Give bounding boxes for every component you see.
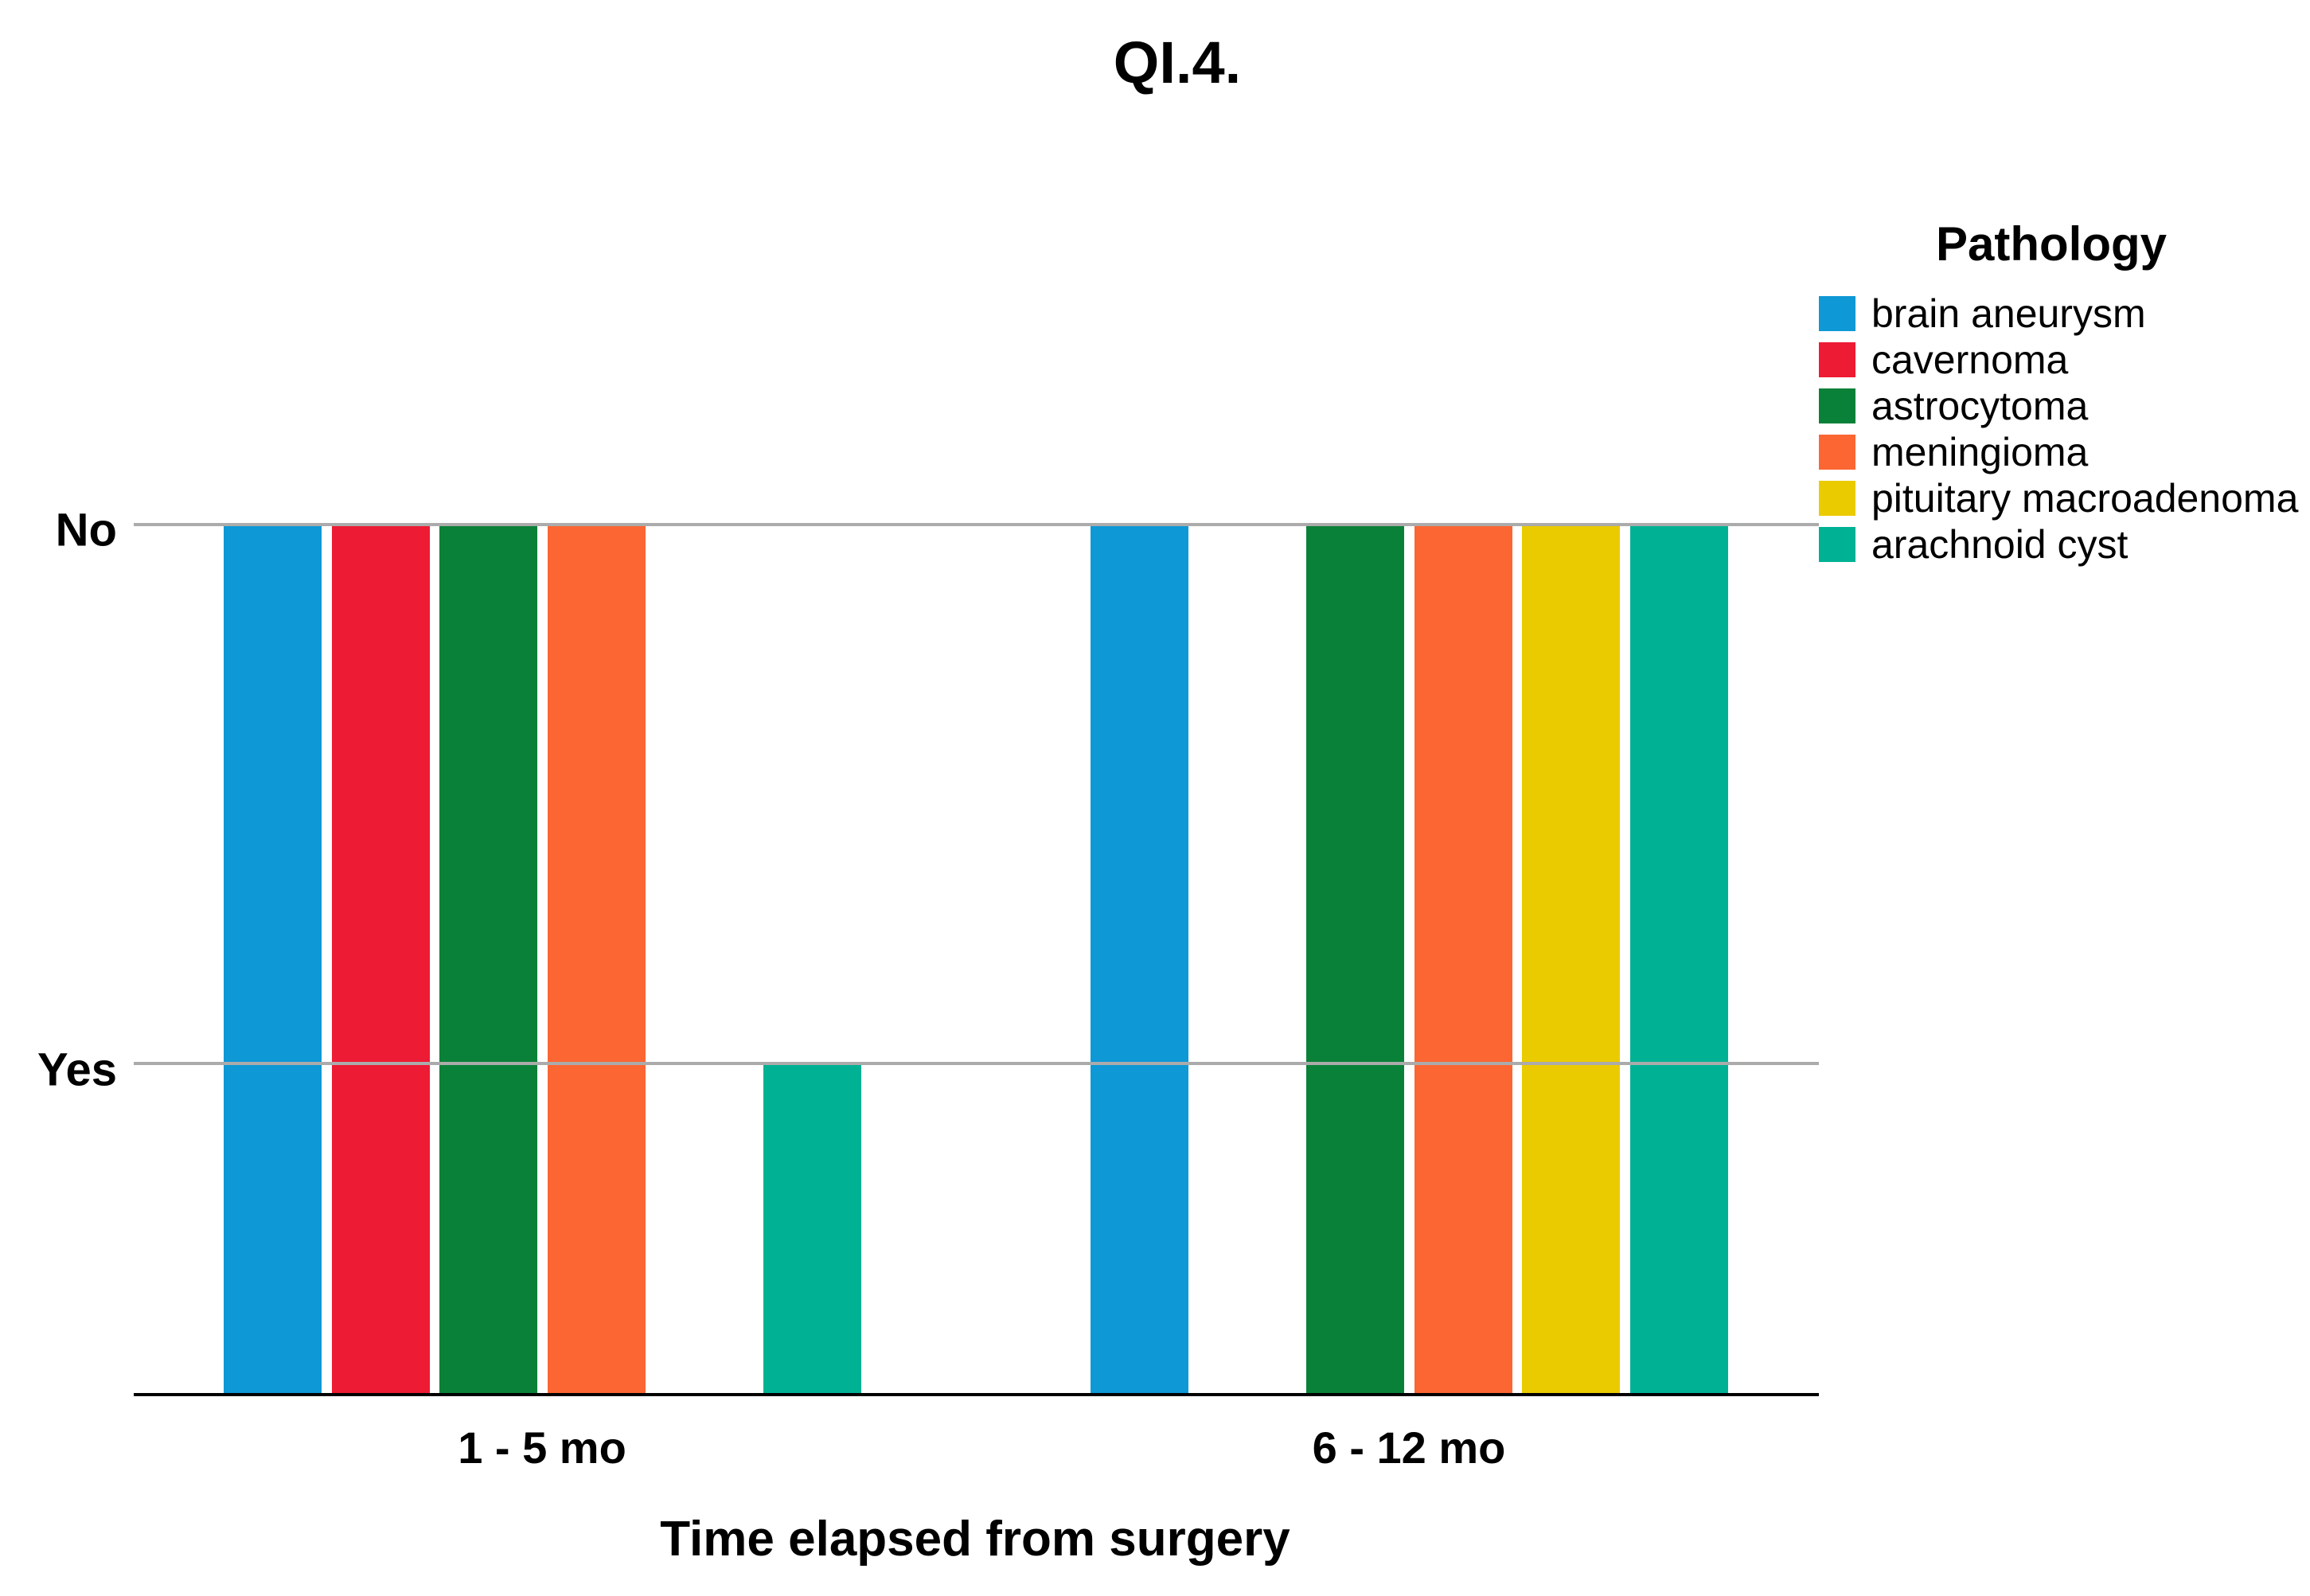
legend-label-meningioma: meningioma: [1871, 430, 2089, 474]
bar-1-5-mo-cavernoma: [332, 525, 430, 1395]
legend-label-cavernoma: cavernoma: [1871, 338, 2069, 382]
bar-6-12-mo-brain-aneurysm: [1091, 525, 1188, 1395]
legend-swatch-arachnoid-cyst: [1819, 527, 1855, 562]
bar-1-5-mo-arachnoid-cyst: [763, 1063, 861, 1395]
chart-title: QI.4.: [1113, 29, 1242, 96]
x-axis-title: Time elapsed from surgery: [660, 1512, 1290, 1567]
bar-1-5-mo-astrocytoma: [439, 525, 537, 1395]
gridline-no: [134, 523, 1819, 526]
bar-6-12-mo-pituitary-macroadenoma: [1522, 525, 1620, 1395]
bar-1-5-mo-brain-aneurysm: [224, 525, 322, 1395]
legend-swatch-brain-aneurysm: [1819, 296, 1855, 331]
legend-swatch-meningioma: [1819, 435, 1855, 470]
bar-1-5-mo-meningioma: [548, 525, 646, 1395]
legend-label-pituitary-macroadenoma: pituitary macroadenoma: [1871, 476, 2299, 521]
bar-6-12-mo-arachnoid-cyst: [1630, 525, 1728, 1395]
legend-label-arachnoid-cyst: arachnoid cyst: [1871, 522, 2129, 567]
bar-6-12-mo-astrocytoma: [1306, 525, 1404, 1395]
legend-title: Pathology: [1935, 217, 2168, 271]
gridline-yes: [134, 1062, 1819, 1065]
x-axis-line: [134, 1393, 1819, 1396]
y-tick-label-no: No: [55, 504, 117, 556]
y-tick-label-yes: Yes: [37, 1044, 117, 1096]
legend-label-astrocytoma: astrocytoma: [1871, 384, 2089, 428]
bar-6-12-mo-meningioma: [1414, 525, 1512, 1395]
legend-swatch-astrocytoma: [1819, 388, 1855, 423]
x-tick-label-6-12-mo: 6 - 12 mo: [1312, 1422, 1506, 1473]
legend-label-brain-aneurysm: brain aneurysm: [1871, 291, 2146, 336]
legend-swatch-pituitary-macroadenoma: [1819, 481, 1855, 516]
x-tick-label-1-5-mo: 1 - 5 mo: [458, 1422, 626, 1473]
legend-swatch-cavernoma: [1819, 342, 1855, 377]
